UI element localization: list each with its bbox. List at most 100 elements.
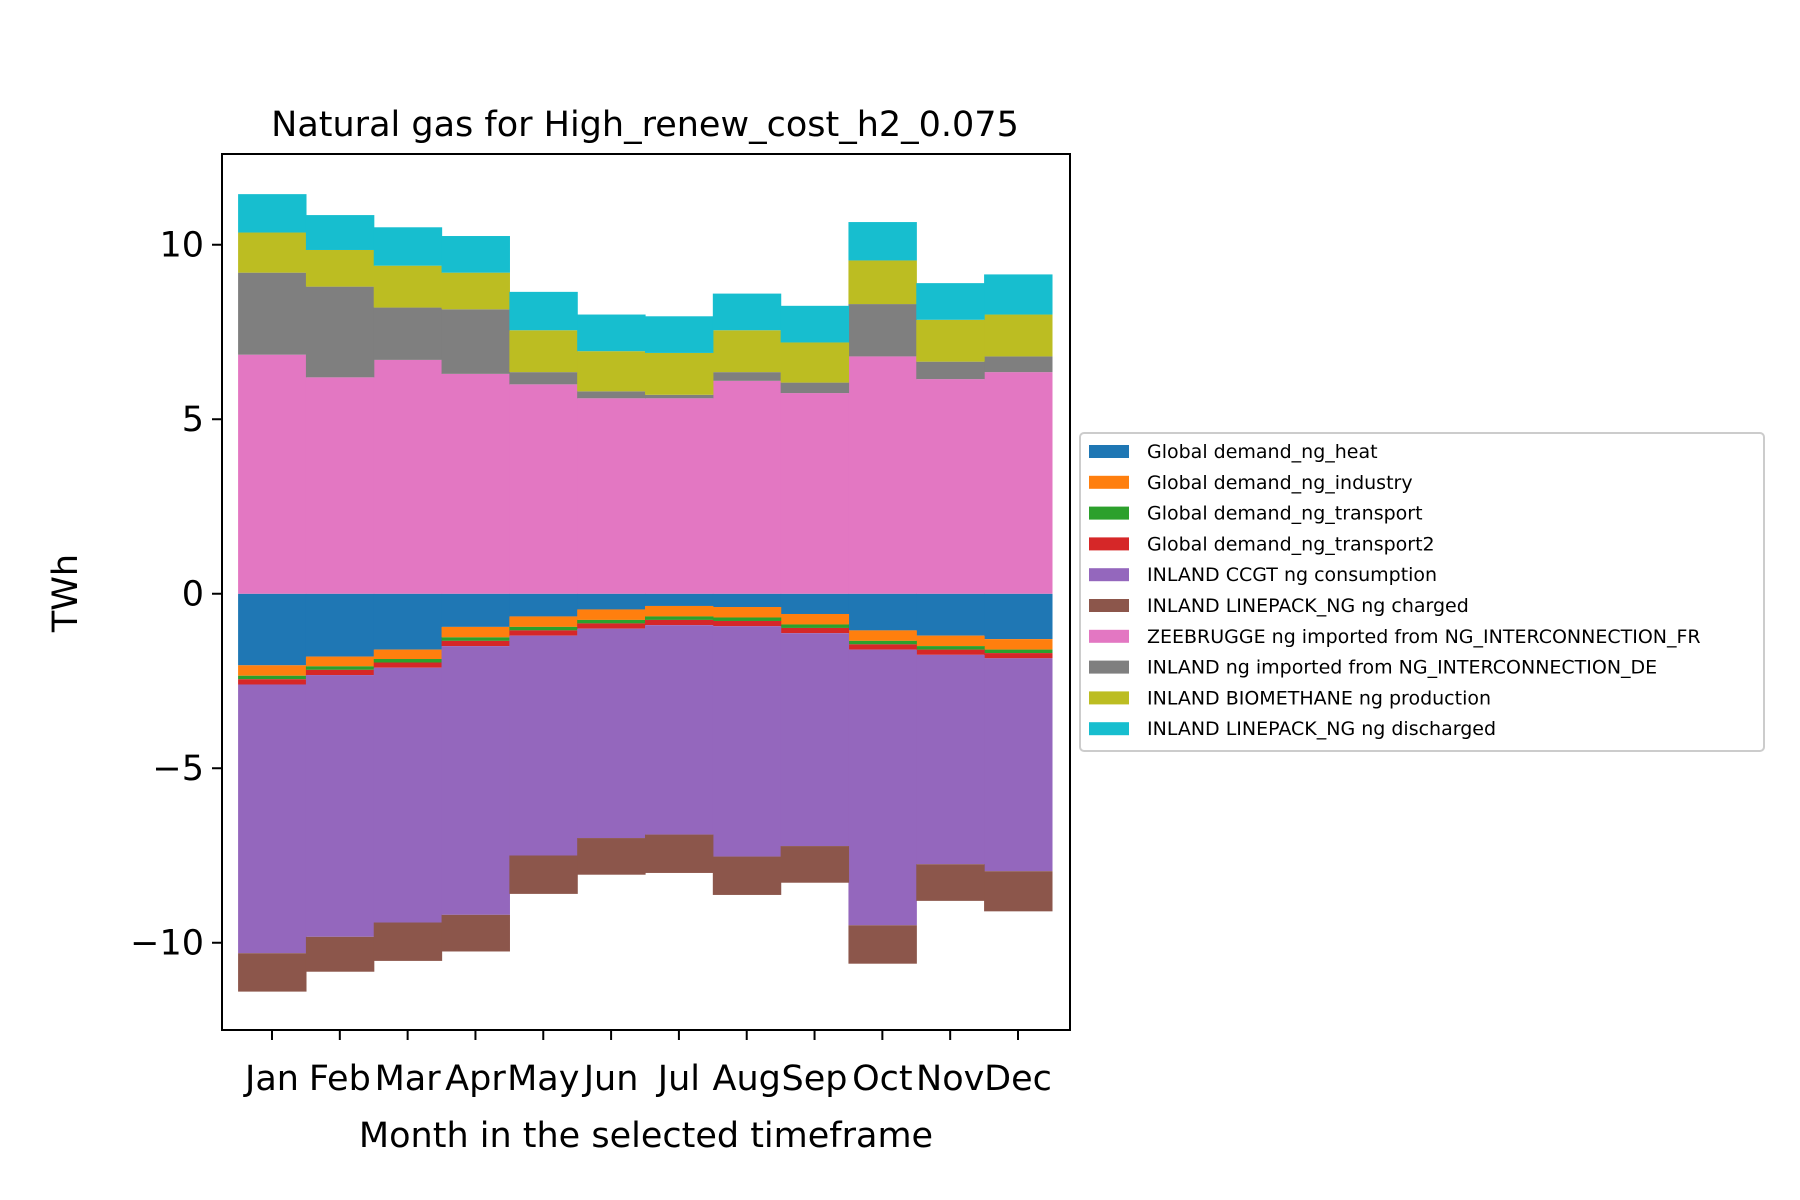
legend-label: INLAND LINEPACK_NG ng charged xyxy=(1147,595,1469,617)
bar-segment xyxy=(848,356,917,594)
plot-frame xyxy=(221,153,1071,1031)
bar-segment xyxy=(441,236,510,273)
legend-swatch xyxy=(1089,568,1129,582)
bar-segment xyxy=(305,593,375,657)
chart-title: Natural gas for High_renew_cost_h2_0.075 xyxy=(271,105,1019,145)
bar-segment xyxy=(305,377,375,594)
bar-segment xyxy=(441,373,510,594)
series-9 xyxy=(238,232,1053,395)
legend-label: INLAND BIOMETHANE ng production xyxy=(1147,687,1491,709)
legend-swatch xyxy=(1089,629,1129,643)
bar-segment xyxy=(780,624,850,628)
legend-swatch xyxy=(1089,475,1129,489)
legend: Global demand_ng_heat Global demand_ng_in… xyxy=(1079,432,1765,752)
bar-segment xyxy=(916,361,985,380)
x-axis-label: Month in the selected timeframe xyxy=(359,1116,933,1156)
series-2 xyxy=(238,605,1053,676)
bar-segment xyxy=(577,619,646,624)
bar-segment xyxy=(509,635,578,856)
legend-swatch xyxy=(1089,599,1129,612)
bar-segment xyxy=(577,391,646,399)
bar-segment xyxy=(984,274,1053,315)
bar-segment xyxy=(848,925,917,964)
bar-segment xyxy=(984,871,1053,912)
series-10 xyxy=(238,194,1053,353)
legend-entry: INLAND LINEPACK_NG ng discharged xyxy=(1089,718,1496,740)
bar-segment xyxy=(577,351,646,392)
bar-segment xyxy=(848,222,917,261)
bar-segment xyxy=(848,649,917,926)
legend-entry: INLAND LINEPACK_NG ng charged xyxy=(1089,595,1469,617)
bar-segment xyxy=(645,398,714,594)
bar-segment xyxy=(848,593,917,631)
bar-segment xyxy=(577,623,646,629)
y-axis: −10 −5 0 5 10 xyxy=(130,226,222,964)
x-tick-label: Apr xyxy=(445,1059,506,1099)
bar-segment xyxy=(645,619,714,626)
legend-swatch xyxy=(1089,506,1129,520)
y-tick-label: 5 xyxy=(182,400,204,440)
bar-segment xyxy=(848,260,917,305)
bar-segment xyxy=(305,666,375,670)
bar-segment xyxy=(916,649,985,655)
bar-segment xyxy=(373,659,443,663)
legend-entry: INLAND CCGT ng consumption xyxy=(1089,564,1437,586)
legend-entry: INLAND BIOMETHANE ng production xyxy=(1089,687,1491,709)
bar-segment xyxy=(712,293,782,331)
bar-segment xyxy=(441,593,510,627)
bar-segment xyxy=(509,616,578,627)
bar-segment xyxy=(509,372,578,385)
legend-label: INLAND ng imported from NG_INTERCONNECTI… xyxy=(1147,657,1657,679)
bar-segment xyxy=(373,227,443,266)
bar-segment xyxy=(373,667,443,923)
bar-segment xyxy=(509,384,578,594)
bar-segment xyxy=(712,617,782,621)
bar-segment xyxy=(373,307,443,360)
bar-segment xyxy=(780,393,850,594)
bar-segment xyxy=(712,593,782,608)
bar-segment xyxy=(780,613,850,625)
bar-segment xyxy=(984,356,1053,373)
bar-segment xyxy=(373,593,443,650)
legend-entry: Global demand_ng_transport2 xyxy=(1089,533,1435,555)
bar-segment xyxy=(305,249,375,287)
series-3 xyxy=(238,616,1053,680)
y-tick-label: −5 xyxy=(152,749,204,789)
bar-segment xyxy=(305,936,375,972)
bar-segment xyxy=(780,342,850,383)
legend-label: Global demand_ng_transport2 xyxy=(1147,533,1435,555)
y-tick-label: 10 xyxy=(159,226,204,266)
bar-segment xyxy=(305,675,375,937)
legend-entry: ZEEBRUGGE ng imported from NG_INTERCONNE… xyxy=(1089,626,1701,648)
bar-segment xyxy=(984,658,1053,872)
bar-segment xyxy=(509,626,578,631)
bar-segment xyxy=(645,616,714,620)
bar-segment xyxy=(916,654,985,865)
bar-segment xyxy=(645,605,714,617)
legend-entry: Global demand_ng_transport xyxy=(1089,503,1423,525)
x-tick-label: Nov xyxy=(916,1059,984,1099)
bar-segment xyxy=(780,305,850,343)
bar-segment xyxy=(238,593,307,666)
bar-segment xyxy=(577,609,646,620)
bar-segment xyxy=(577,593,646,610)
bar-segment xyxy=(916,283,985,320)
bar-segment xyxy=(577,628,646,839)
legend-label: INLAND CCGT ng consumption xyxy=(1147,564,1437,586)
bar-segment xyxy=(441,640,510,647)
legend-label: Global demand_ng_transport xyxy=(1147,503,1423,525)
x-tick-label: Dec xyxy=(984,1059,1052,1099)
bar-segment xyxy=(645,625,714,835)
bar-segment xyxy=(645,834,714,873)
bar-segment xyxy=(577,398,646,594)
x-tick-label: Jul xyxy=(656,1059,700,1099)
legend-swatch xyxy=(1089,691,1129,705)
x-tick-label: Jan xyxy=(243,1059,299,1099)
bar-segment xyxy=(238,665,307,676)
bar-segment xyxy=(238,194,307,233)
bar-segment xyxy=(848,640,917,645)
bar-segment xyxy=(848,644,917,650)
bar-segment xyxy=(645,316,714,353)
bar-segment xyxy=(916,635,985,647)
bar-segment xyxy=(645,352,714,395)
